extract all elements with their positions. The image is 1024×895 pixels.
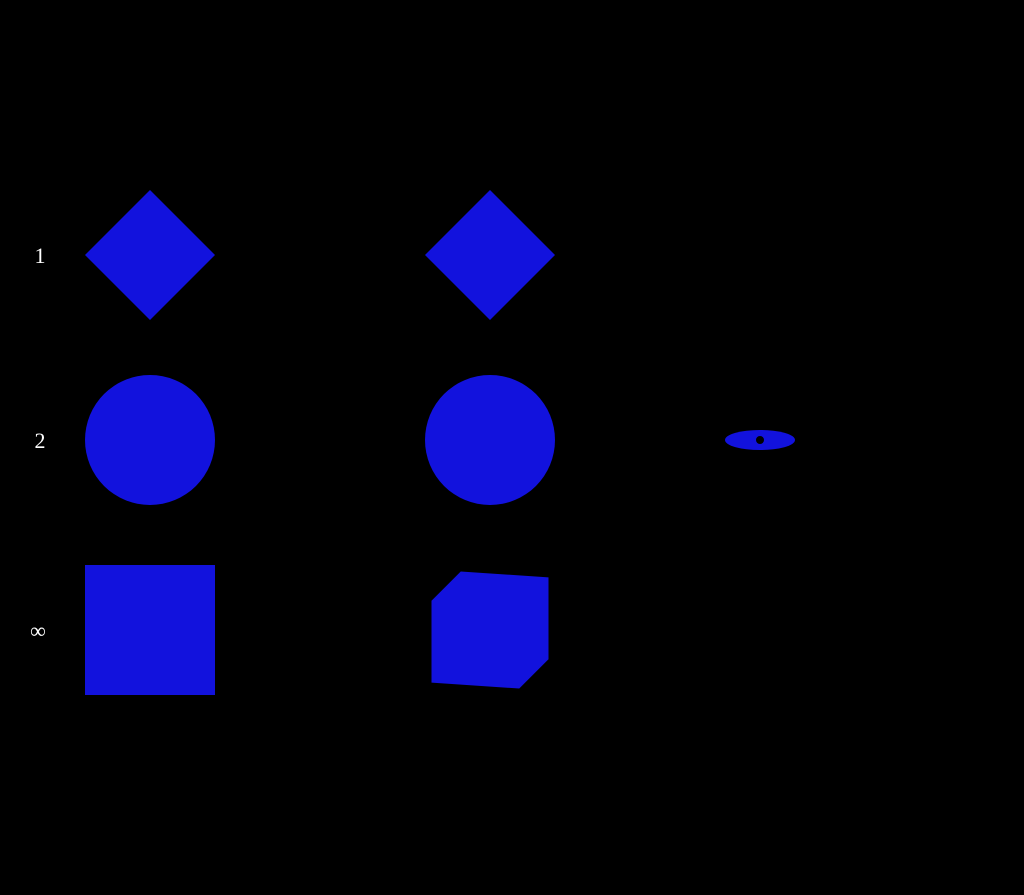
row-label-pinf: ∞ <box>30 618 46 643</box>
shape-3d-pinf <box>85 565 215 695</box>
row-label-p1: 1 <box>35 243 46 268</box>
shape-2d-p2 <box>425 375 555 505</box>
shape-3d-p2 <box>85 375 215 505</box>
shape-3d-p1 <box>85 190 215 320</box>
row-label-p2: 2 <box>35 428 46 453</box>
shape-1d-dot <box>756 436 764 444</box>
shape-2d-p1 <box>425 190 555 320</box>
shape-2d-pinf <box>432 572 549 689</box>
